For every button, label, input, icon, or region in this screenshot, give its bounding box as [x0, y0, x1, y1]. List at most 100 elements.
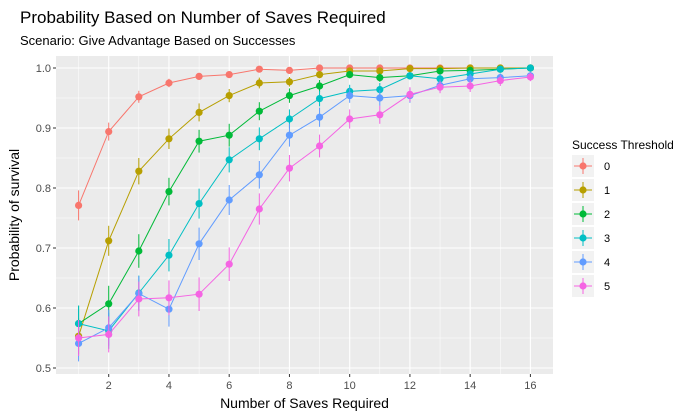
- data-point: [285, 66, 294, 74]
- legend: Success Threshold 0 1 2 3 4 5: [572, 138, 674, 297]
- x-tick-label: 12: [404, 380, 416, 392]
- data-point: [105, 300, 113, 308]
- legend-label: 1: [604, 185, 610, 197]
- data-point: [285, 78, 294, 86]
- data-point: [436, 83, 444, 91]
- y-axis-title: Probability of survival: [6, 149, 22, 281]
- data-point: [315, 95, 324, 103]
- legend-key-point: [579, 234, 587, 242]
- axes: 0.5 0.6 0.7 0.8 0.9 1.0 2 4 6 8 10 12 14 16: [36, 63, 537, 392]
- data-point: [135, 295, 143, 303]
- data-point: [376, 94, 384, 102]
- legend-item-2: 2: [572, 203, 610, 225]
- legend-key-point: [579, 258, 587, 266]
- data-point: [406, 72, 414, 80]
- data-point: [225, 260, 233, 268]
- grid: [56, 56, 553, 374]
- data-point: [255, 135, 263, 143]
- data-point: [165, 79, 173, 87]
- legend-item-1: 1: [572, 179, 610, 201]
- x-axis-title: Number of Saves Required: [220, 395, 389, 411]
- data-point: [225, 71, 233, 79]
- data-point: [376, 67, 384, 75]
- data-point: [195, 137, 203, 145]
- plot-panel: [56, 56, 553, 374]
- data-point: [285, 131, 294, 139]
- data-point: [135, 93, 143, 101]
- data-point: [195, 200, 203, 208]
- legend-label: 5: [604, 281, 610, 293]
- data-point: [376, 111, 384, 119]
- legend-key-point: [579, 282, 587, 290]
- data-point: [105, 128, 113, 136]
- series-line: [78, 67, 531, 325]
- data-point: [496, 77, 504, 85]
- data-point: [135, 247, 143, 255]
- data-point: [255, 107, 263, 115]
- data-point: [255, 171, 263, 179]
- chart-subtitle: Scenario: Give Advantage Based on Succes…: [20, 33, 296, 48]
- series-layer: [74, 64, 535, 362]
- data-point: [346, 92, 354, 100]
- series-line: [78, 67, 531, 337]
- series-5: [74, 72, 535, 356]
- data-point: [74, 334, 83, 342]
- y-tick-label: 0.7: [36, 243, 51, 255]
- data-point: [105, 237, 113, 245]
- data-point: [255, 79, 263, 87]
- x-tick-label: 4: [166, 380, 172, 392]
- x-tick-label: 2: [106, 380, 112, 392]
- data-point: [346, 115, 354, 123]
- series-line: [78, 67, 531, 332]
- x-tick-label: 8: [286, 380, 292, 392]
- data-point: [466, 82, 474, 90]
- data-point: [315, 142, 324, 150]
- data-point: [315, 113, 324, 121]
- legend-item-3: 3: [572, 227, 610, 249]
- data-point: [165, 294, 173, 302]
- y-tick-label: 0.6: [36, 303, 51, 315]
- data-point: [105, 330, 113, 338]
- data-point: [315, 64, 324, 72]
- data-point: [436, 67, 444, 75]
- x-tick-label: 10: [344, 380, 356, 392]
- data-point: [195, 290, 203, 298]
- data-point: [165, 188, 173, 196]
- data-point: [195, 72, 203, 80]
- legend-label: 4: [604, 257, 610, 269]
- data-point: [225, 156, 233, 164]
- data-point: [225, 131, 233, 139]
- legend-key-point: [579, 186, 587, 194]
- data-point: [74, 201, 83, 209]
- x-tick-label: 6: [226, 380, 232, 392]
- legend-item-5: 5: [572, 275, 610, 297]
- data-point: [346, 71, 354, 79]
- data-point: [135, 167, 143, 175]
- data-point: [285, 115, 294, 123]
- data-point: [285, 92, 294, 100]
- data-point: [315, 82, 324, 90]
- data-point: [436, 75, 444, 83]
- series-line: [78, 76, 531, 339]
- data-point: [526, 64, 535, 72]
- y-tick-label: 1.0: [36, 63, 51, 75]
- data-point: [466, 75, 474, 83]
- data-point: [526, 73, 535, 81]
- legend-key-point: [579, 210, 587, 218]
- data-point: [406, 65, 414, 73]
- data-point: [195, 108, 203, 116]
- chart-title: Probability Based on Number of Saves Req…: [20, 8, 386, 27]
- data-point: [225, 92, 233, 100]
- y-tick-label: 0.8: [36, 183, 51, 195]
- data-point: [255, 65, 263, 73]
- data-point: [285, 164, 294, 172]
- data-point: [376, 74, 384, 82]
- legend-key-point: [579, 162, 587, 170]
- data-point: [406, 90, 414, 98]
- x-tick-label: 16: [524, 380, 536, 392]
- legend-title: Success Threshold: [572, 138, 674, 152]
- series-line: [78, 75, 531, 344]
- data-point: [225, 196, 233, 204]
- x-tick-label: 14: [464, 380, 476, 392]
